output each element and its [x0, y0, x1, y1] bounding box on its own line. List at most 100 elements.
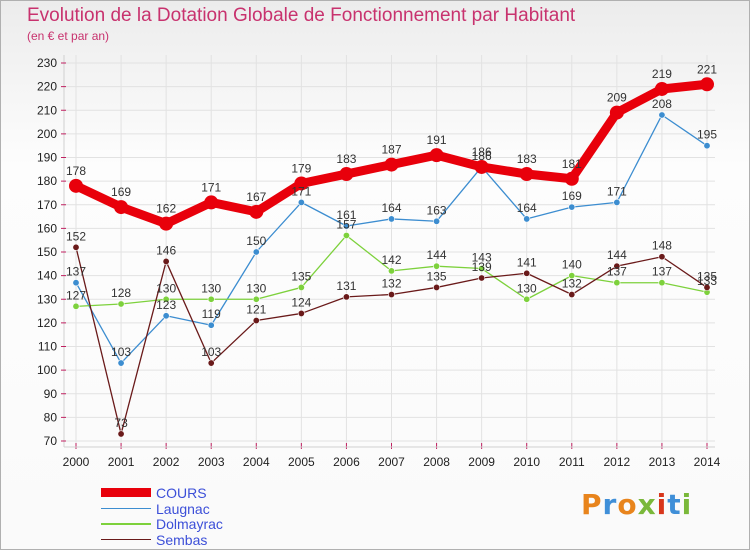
data-point-dolmayrac: [252, 295, 260, 303]
data-point-sembas: [658, 253, 666, 261]
y-tick-label: 210: [37, 103, 57, 117]
y-tick-label: 110: [38, 340, 57, 354]
data-point-dolmayrac: [478, 265, 486, 273]
data-point-sembas: [613, 262, 621, 270]
data-label-laugnac: 171: [291, 184, 311, 198]
proxiti-logo: Proxiti: [581, 488, 692, 521]
data-label-sembas: 124: [291, 295, 311, 309]
data-label-dolmayrac: 128: [111, 286, 131, 300]
y-tick-label: 150: [37, 245, 57, 259]
y-tick-label: 230: [37, 56, 57, 70]
data-label-dolmayrac: 130: [246, 281, 266, 295]
data-label-sembas: 141: [517, 255, 537, 269]
data-label-cours: 186: [472, 145, 492, 159]
data-point-cours: [654, 81, 669, 96]
data-point-laugnac: [342, 222, 350, 230]
x-tick-label: 2012: [604, 455, 631, 469]
data-point-cours: [114, 200, 129, 215]
data-label-dolmayrac: 142: [381, 253, 401, 267]
legend-swatch: [101, 523, 151, 525]
data-label-cours: 187: [381, 143, 401, 157]
data-point-sembas: [478, 274, 486, 282]
data-label-laugnac: 164: [381, 201, 401, 215]
data-point-dolmayrac: [433, 262, 441, 270]
series-layer: [69, 77, 714, 438]
x-tick-label: 2004: [243, 455, 270, 469]
data-label-sembas: 132: [562, 277, 582, 291]
data-point-cours: [519, 167, 534, 182]
data-point-cours: [564, 171, 579, 186]
data-point-cours: [69, 178, 83, 193]
data-label-cours: 178: [66, 164, 86, 178]
data-point-cours: [339, 167, 354, 182]
data-label-dolmayrac: 143: [472, 251, 492, 265]
data-point-sembas: [568, 291, 576, 299]
x-tick-label: 2010: [513, 455, 540, 469]
x-tick-label: 2000: [63, 455, 90, 469]
data-label-laugnac: 161: [336, 208, 356, 222]
x-tick-label: 2003: [198, 455, 225, 469]
data-label-dolmayrac: 137: [652, 265, 672, 279]
data-label-laugnac: 195: [697, 128, 717, 142]
logo-letter: i: [656, 488, 668, 521]
data-label-cours: 171: [201, 180, 221, 194]
data-label-cours: 183: [517, 152, 537, 166]
data-label-laugnac: 208: [652, 97, 672, 111]
x-tick-label: 2001: [108, 455, 135, 469]
series-dolmayrac: [72, 231, 711, 310]
data-label-sembas: 135: [697, 269, 717, 283]
data-label-sembas: 132: [381, 277, 401, 291]
data-point-laugnac: [523, 215, 531, 223]
data-point-laugnac: [613, 198, 621, 206]
data-label-laugnac: 103: [111, 345, 131, 359]
data-point-sembas: [342, 293, 350, 301]
data-point-laugnac: [568, 203, 576, 211]
legend-label: Sembas: [156, 531, 208, 548]
legend-swatch: [101, 488, 151, 497]
series-sembas: [72, 243, 711, 438]
series-laugnac: [72, 111, 711, 367]
logo-letter: P: [581, 488, 603, 521]
data-labels: 178 169 162 171 167 179 183 187 191 186 183 181 209 2…: [66, 62, 717, 430]
data-label-sembas: 103: [201, 345, 221, 359]
data-point-laugnac: [387, 215, 395, 223]
data-label-cours: 221: [697, 62, 717, 76]
legend-label: COURS: [156, 485, 207, 501]
data-point-sembas: [162, 257, 170, 265]
data-label-cours: 162: [156, 202, 176, 216]
logo-letter: t: [667, 488, 682, 521]
data-label-laugnac: 119: [202, 307, 221, 321]
x-tick-label: 2014: [694, 455, 721, 469]
data-label-cours: 191: [427, 133, 447, 147]
data-point-dolmayrac: [162, 295, 170, 303]
data-point-laugnac: [658, 111, 666, 119]
y-tick-label: 80: [44, 410, 58, 424]
x-tick-label: 2006: [333, 455, 360, 469]
x-tick-label: 2013: [649, 455, 676, 469]
legend-label: Laugnac: [156, 500, 210, 517]
legend-swatch: [101, 538, 151, 540]
data-label-cours: 209: [607, 91, 627, 105]
data-label-sembas: 73: [114, 416, 128, 430]
data-point-laugnac: [117, 359, 125, 367]
data-point-sembas: [117, 430, 125, 438]
data-label-sembas: 121: [246, 303, 266, 317]
y-tick-label: 70: [44, 434, 58, 448]
data-label-dolmayrac: 144: [427, 248, 447, 262]
logo-letter: i: [681, 488, 693, 521]
x-tick-label: 2011: [559, 455, 585, 469]
data-label-laugnac: 171: [607, 184, 627, 198]
data-label-laugnac: 169: [562, 189, 582, 203]
data-point-sembas: [252, 317, 260, 325]
chart-subtitle: (en € et par an): [27, 29, 110, 43]
data-point-dolmayrac: [658, 279, 666, 287]
data-label-dolmayrac: 157: [336, 217, 356, 231]
data-point-dolmayrac: [613, 279, 621, 287]
data-label-sembas: 146: [156, 243, 176, 257]
data-point-sembas: [297, 309, 305, 317]
data-label-laugnac: 137: [66, 265, 86, 279]
y-tick-label: 190: [37, 151, 57, 165]
data-label-sembas: 148: [652, 239, 672, 253]
y-tick-label: 220: [37, 80, 57, 94]
